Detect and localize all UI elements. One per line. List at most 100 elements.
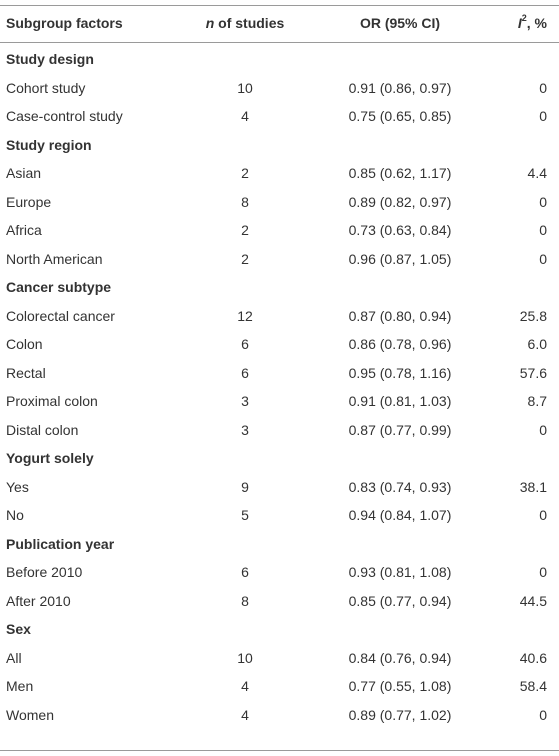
or-ci-cell: 0.73 (0.63, 0.84) <box>348 222 452 238</box>
n-studies-cell: 10 <box>237 649 253 666</box>
i2-cell: 0 <box>539 564 547 580</box>
table-row: Europe 8 0.89 (0.82, 0.97) 0 <box>0 188 559 217</box>
i2-cell: 25.8 <box>519 307 547 324</box>
i2-cell: 57.6 <box>519 364 547 381</box>
factor-cell: Colorectal cancer <box>6 307 115 324</box>
group-header-row: Study region <box>0 131 559 160</box>
group-header-row: Yogurt solely <box>0 444 559 473</box>
or-ci-cell: 0.85 (0.62, 1.17) <box>348 165 452 181</box>
i2-cell: 0 <box>539 507 547 523</box>
i2-cell: 6.0 <box>527 336 547 352</box>
or-ci-cell: 0.87 (0.77, 0.99) <box>348 421 452 438</box>
i2-cell: 0 <box>539 222 547 238</box>
or-ci-cell: 0.91 (0.81, 1.03) <box>348 393 452 409</box>
table-row: Cohort study 10 0.91 (0.86, 0.97) 0 <box>0 74 559 103</box>
header-n-italic: n <box>205 15 215 31</box>
header-or-ci: OR (95% CI) <box>359 15 441 31</box>
i2-cell: 0 <box>539 108 547 124</box>
n-studies-cell: 6 <box>241 336 249 352</box>
table-row: Asian 2 0.85 (0.62, 1.17) 4.4 <box>0 159 559 188</box>
n-studies-cell: 3 <box>241 421 249 438</box>
or-ci-cell: 0.94 (0.84, 1.07) <box>348 507 452 523</box>
or-ci-cell: 0.89 (0.77, 1.02) <box>348 706 452 723</box>
table-row: Men 4 0.77 (0.55, 1.08) 58.4 <box>0 672 559 701</box>
or-ci-cell: 0.77 (0.55, 1.08) <box>348 678 452 694</box>
or-ci-cell: 0.83 (0.74, 0.93) <box>348 478 452 495</box>
n-studies-cell: 2 <box>241 222 249 238</box>
group-label: Yogurt solely <box>6 450 94 466</box>
or-ci-cell: 0.85 (0.77, 0.94) <box>348 592 452 609</box>
n-studies-cell: 2 <box>241 165 249 181</box>
i2-cell: 0 <box>539 193 547 210</box>
factor-cell: Women <box>6 706 54 723</box>
table-row: North American 2 0.96 (0.87, 1.05) 0 <box>0 245 559 274</box>
i2-cell: 38.1 <box>519 478 547 495</box>
group-header-row: Sex <box>0 615 559 644</box>
group-header-row: Study design <box>0 45 559 74</box>
header-i2-italic: I <box>517 15 522 31</box>
i2-cell: 0 <box>539 421 547 438</box>
factor-cell: Proximal colon <box>6 393 98 409</box>
factor-cell: No <box>6 507 24 523</box>
i2-cell: 8.7 <box>527 393 547 409</box>
factor-cell: Yes <box>6 478 29 495</box>
header-n-rest: of studies <box>214 15 285 31</box>
factor-cell: Cohort study <box>6 79 86 96</box>
table-row: Rectal 6 0.95 (0.78, 1.16) 57.6 <box>0 359 559 388</box>
or-ci-cell: 0.96 (0.87, 1.05) <box>348 250 452 267</box>
table-row: Proximal colon 3 0.91 (0.81, 1.03) 8.7 <box>0 387 559 416</box>
i2-cell: 44.5 <box>519 592 547 609</box>
table-header-row: Subgroup factors n of studies OR (95% CI… <box>0 9 559 37</box>
header-n-of-studies: n of studies <box>190 9 300 37</box>
i2-cell: 0 <box>539 250 547 267</box>
n-studies-cell: 3 <box>241 393 249 409</box>
i2-cell: 0 <box>539 706 547 723</box>
or-ci-cell: 0.89 (0.82, 0.97) <box>348 193 452 210</box>
factor-cell: Asian <box>6 165 42 181</box>
table-row: No 5 0.94 (0.84, 1.07) 0 <box>0 501 559 530</box>
or-ci-cell: 0.95 (0.78, 1.16) <box>348 364 452 381</box>
factor-cell: Colon <box>6 336 43 352</box>
table-row: Before 2010 6 0.93 (0.81, 1.08) 0 <box>0 558 559 587</box>
table-top-rule <box>0 5 559 6</box>
table-row: After 2010 8 0.85 (0.77, 0.94) 44.5 <box>0 587 559 616</box>
table-bottom-rule <box>0 750 559 751</box>
factor-cell: Europe <box>6 193 52 210</box>
n-studies-cell: 9 <box>241 478 249 495</box>
n-studies-cell: 8 <box>241 193 249 210</box>
group-label: Study region <box>6 136 92 153</box>
table-row: Colon 6 0.86 (0.78, 0.96) 6.0 <box>0 330 559 359</box>
or-ci-cell: 0.91 (0.86, 0.97) <box>348 79 452 96</box>
factor-cell: North American <box>6 250 103 267</box>
header-i2: I2, % <box>518 9 547 37</box>
n-studies-cell: 4 <box>241 108 249 124</box>
header-i2-rest: , % <box>526 15 547 31</box>
i2-cell: 40.6 <box>519 649 547 666</box>
group-label: Cancer subtype <box>6 279 112 295</box>
factor-cell: After 2010 <box>6 592 71 609</box>
header-subgroup-factors: Subgroup factors <box>6 15 123 31</box>
n-studies-cell: 6 <box>241 564 249 580</box>
or-ci-cell: 0.86 (0.78, 0.96) <box>348 336 452 352</box>
n-studies-cell: 4 <box>241 706 249 723</box>
n-studies-cell: 8 <box>241 592 249 609</box>
group-label: Publication year <box>6 535 115 552</box>
n-studies-cell: 12 <box>237 307 253 324</box>
table-row: Case-control study 4 0.75 (0.65, 0.85) 0 <box>0 102 559 131</box>
i2-cell: 0 <box>539 79 547 96</box>
group-label: Study design <box>6 51 94 67</box>
factor-cell: Rectal <box>6 364 46 381</box>
table-row: All 10 0.84 (0.76, 0.94) 40.6 <box>0 644 559 673</box>
factor-cell: Men <box>6 678 34 694</box>
or-ci-cell: 0.93 (0.81, 1.08) <box>348 564 452 580</box>
factor-cell: Case-control study <box>6 108 123 124</box>
table-row: Distal colon 3 0.87 (0.77, 0.99) 0 <box>0 416 559 445</box>
table-row: Yes 9 0.83 (0.74, 0.93) 38.1 <box>0 473 559 502</box>
group-header-row: Cancer subtype <box>0 273 559 302</box>
or-ci-cell: 0.87 (0.80, 0.94) <box>348 307 452 324</box>
factor-cell: Before 2010 <box>6 564 83 580</box>
table-header-rule <box>0 42 559 43</box>
factor-cell: Distal colon <box>6 421 79 438</box>
factor-cell: All <box>6 649 22 666</box>
table-row: Colorectal cancer 12 0.87 (0.80, 0.94) 25.8 <box>0 302 559 331</box>
